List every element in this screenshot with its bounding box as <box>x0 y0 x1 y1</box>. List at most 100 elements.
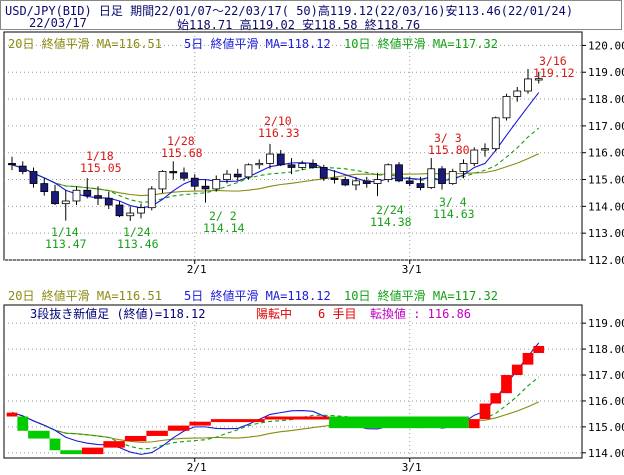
brick-up <box>210 419 265 423</box>
candle-body <box>244 164 253 178</box>
candle-body <box>83 189 92 197</box>
candle-body <box>427 168 436 188</box>
break-info-state: 陽転中 <box>256 306 292 321</box>
brick-down <box>28 430 50 439</box>
annotation-value: 113.47 <box>45 237 87 251</box>
candle-body <box>502 95 511 119</box>
break-info-reversal: 転換値 : 116.86 <box>370 306 471 321</box>
brick-up <box>189 421 211 426</box>
annotation-date: 1/24 <box>123 225 151 239</box>
brick-up <box>167 425 190 431</box>
candle-body <box>233 173 242 178</box>
candle-body <box>72 189 81 202</box>
y-tick-label: 115.00 <box>588 174 624 187</box>
candle-body <box>362 180 371 184</box>
annotation-date: 1/28 <box>167 134 195 148</box>
candle-body <box>190 177 199 187</box>
legend-ma5: 5日 終値平滑 MA=118.12 <box>184 36 331 51</box>
candle-body <box>352 180 360 186</box>
break-info-main: 3段抜き新値足 (終値)=118.12 <box>30 306 205 321</box>
y-tick-label: 114.00 <box>588 200 624 213</box>
break-x-axis: 2/1 3/1 <box>187 458 422 474</box>
candle-body <box>330 177 339 180</box>
candle-body <box>384 164 393 180</box>
candle-body <box>212 179 221 190</box>
candle-body <box>40 183 49 193</box>
y-tick-label: 120.00 <box>588 39 624 52</box>
candle-body <box>513 90 522 97</box>
candle-body <box>373 179 382 184</box>
candle-body <box>438 168 446 184</box>
candle-body <box>137 207 145 214</box>
candle-body <box>341 179 350 186</box>
candle-body <box>395 164 403 182</box>
annotation-value: 116.33 <box>258 126 300 140</box>
y-tick-label: 115.00 <box>588 421 624 434</box>
annotation-date: 3/16 <box>539 54 567 68</box>
candle-body <box>223 173 231 180</box>
candle-x-axis: 2/1 3/1 <box>187 260 422 276</box>
candle-body <box>104 197 113 206</box>
annotation-value: 115.05 <box>80 161 122 175</box>
candle-body <box>115 204 124 217</box>
candle-body <box>18 165 27 172</box>
annotation-date: 1/18 <box>86 149 114 163</box>
legend-ma20: 20日 終値平滑 MA=116.51 <box>8 36 162 51</box>
break-panel-frame <box>3 304 583 459</box>
chart-header: USD/JPY(BID) 日足 期間22/01/07〜22/03/17( 50)… <box>0 0 622 32</box>
annotation-date: 2/ 2 <box>209 209 237 223</box>
candle-body <box>94 195 102 199</box>
three-line-break-bricks <box>6 345 545 455</box>
candle-body <box>534 78 543 81</box>
y-tick-label: 119.00 <box>588 317 624 330</box>
brick-up <box>533 345 545 353</box>
y-tick-label: 113.00 <box>588 227 624 240</box>
brick-up <box>468 419 480 429</box>
brick-up <box>103 441 125 448</box>
brick-down <box>329 416 469 429</box>
annotation-value: 115.80 <box>428 143 470 157</box>
brick-up <box>511 364 523 376</box>
brick-up <box>479 403 491 420</box>
y-tick-label: 114.00 <box>588 447 624 460</box>
lower-legend-ma5: 5日 終値平滑 MA=118.12 <box>184 288 331 303</box>
annotation-date: 1/14 <box>51 225 79 239</box>
annotation-date: 2/10 <box>264 114 292 128</box>
candle-body <box>51 191 59 205</box>
y-tick-label: 116.00 <box>588 147 624 160</box>
annotation-value: 114.14 <box>203 221 245 235</box>
candlesticks <box>8 69 543 221</box>
candle-body <box>298 163 307 168</box>
x-tick-label: 3/1 <box>402 263 422 276</box>
header-date: 22/03/17 <box>29 16 87 30</box>
candle-body <box>319 167 328 179</box>
y-tick-label: 117.00 <box>588 369 624 382</box>
candle-body <box>416 183 425 188</box>
brick-up <box>501 375 512 394</box>
header-ohlc: 始118.71 高119.02 安118.58 終118.76 <box>177 18 421 32</box>
candle-body <box>147 188 156 209</box>
lower-legend-ma10: 10日 終値平滑 MA=117.32 <box>344 288 498 303</box>
brick-up <box>81 447 104 455</box>
brick-down <box>49 438 61 451</box>
y-tick-label: 112.00 <box>588 254 624 267</box>
annotation-value: 113.46 <box>117 237 159 251</box>
candle-body <box>405 180 414 184</box>
brick-down <box>60 450 82 455</box>
candle-body <box>169 171 178 174</box>
candle-panel-grid <box>4 32 582 261</box>
candle-body <box>448 171 457 184</box>
brick-up <box>264 416 330 420</box>
candle-body <box>481 148 489 151</box>
legend-ma10: 10日 終値平滑 MA=117.32 <box>344 36 498 51</box>
annotation-date: 3/ 4 <box>439 195 467 209</box>
candle-y-axis: 112.00 113.00 114.00 115.00 116.00 117.00 118.… <box>582 39 624 267</box>
annotation-value: 119.12 <box>533 66 575 80</box>
candle-body <box>266 153 274 164</box>
candle-body <box>309 163 317 168</box>
x-tick-label: 2/1 <box>187 263 207 276</box>
candle-panel-frame <box>3 31 583 261</box>
annotation-date: 2/24 <box>376 203 404 217</box>
